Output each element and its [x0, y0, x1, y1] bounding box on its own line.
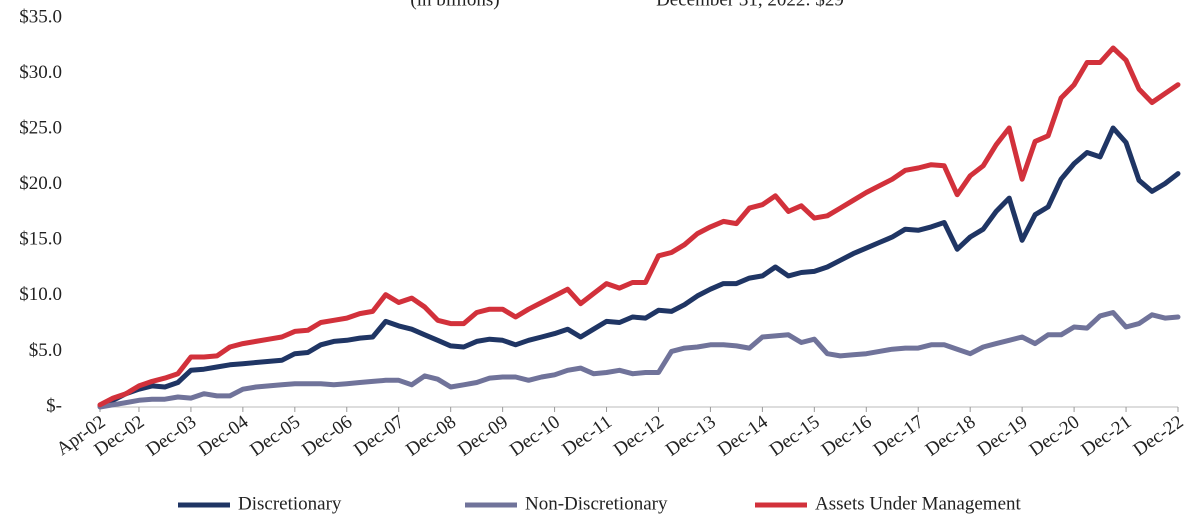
x-tick-label: Dec-06 [298, 411, 356, 460]
y-tick-label: $30.0 [19, 62, 62, 83]
x-tick-label: Dec-15 [766, 411, 824, 460]
x-tick-label: Dec-05 [246, 411, 304, 460]
chart-title: (in billions) [410, 0, 499, 10]
y-tick-label: $- [46, 395, 62, 416]
x-tick-label: Dec-17 [870, 411, 928, 460]
chart-subtitle: December 31, 2022: $29 [656, 0, 844, 10]
y-tick-label: $20.0 [19, 173, 62, 194]
x-tick-label: Dec-13 [662, 411, 720, 460]
y-tick-label: $15.0 [19, 229, 62, 250]
series-line [97, 125, 1181, 409]
x-tick-label: Dec-19 [974, 411, 1032, 460]
y-tick-label: $10.0 [19, 284, 62, 305]
y-tick-label: $35.0 [19, 6, 62, 27]
series-line [97, 310, 1181, 410]
x-tick-label: Dec-18 [922, 411, 980, 460]
x-tick-label: Dec-14 [714, 411, 772, 461]
x-tick-label: Dec-21 [1078, 411, 1136, 460]
legend-label: Assets Under Management [815, 493, 1022, 514]
series-line [97, 45, 1181, 408]
x-tick-label: Dec-20 [1026, 411, 1084, 460]
x-tick-label: Dec-08 [402, 411, 460, 460]
x-tick-label: Dec-09 [454, 411, 512, 460]
x-tick-label: Dec-16 [818, 411, 876, 460]
x-tick-label: Dec-07 [350, 411, 408, 460]
y-tick-label: $5.0 [29, 340, 62, 361]
y-tick-label: $25.0 [19, 118, 62, 139]
legend-label: Non-Discretionary [525, 493, 668, 514]
legend-label: Discretionary [238, 493, 342, 514]
x-tick-label: Dec-11 [559, 411, 616, 460]
x-tick-label: Dec-12 [610, 411, 668, 460]
x-tick-label: Dec-22 [1130, 411, 1185, 460]
x-tick-label: Dec-10 [506, 411, 564, 460]
x-tick-label: Dec-04 [194, 411, 252, 461]
x-tick-label: Dec-03 [142, 411, 200, 460]
